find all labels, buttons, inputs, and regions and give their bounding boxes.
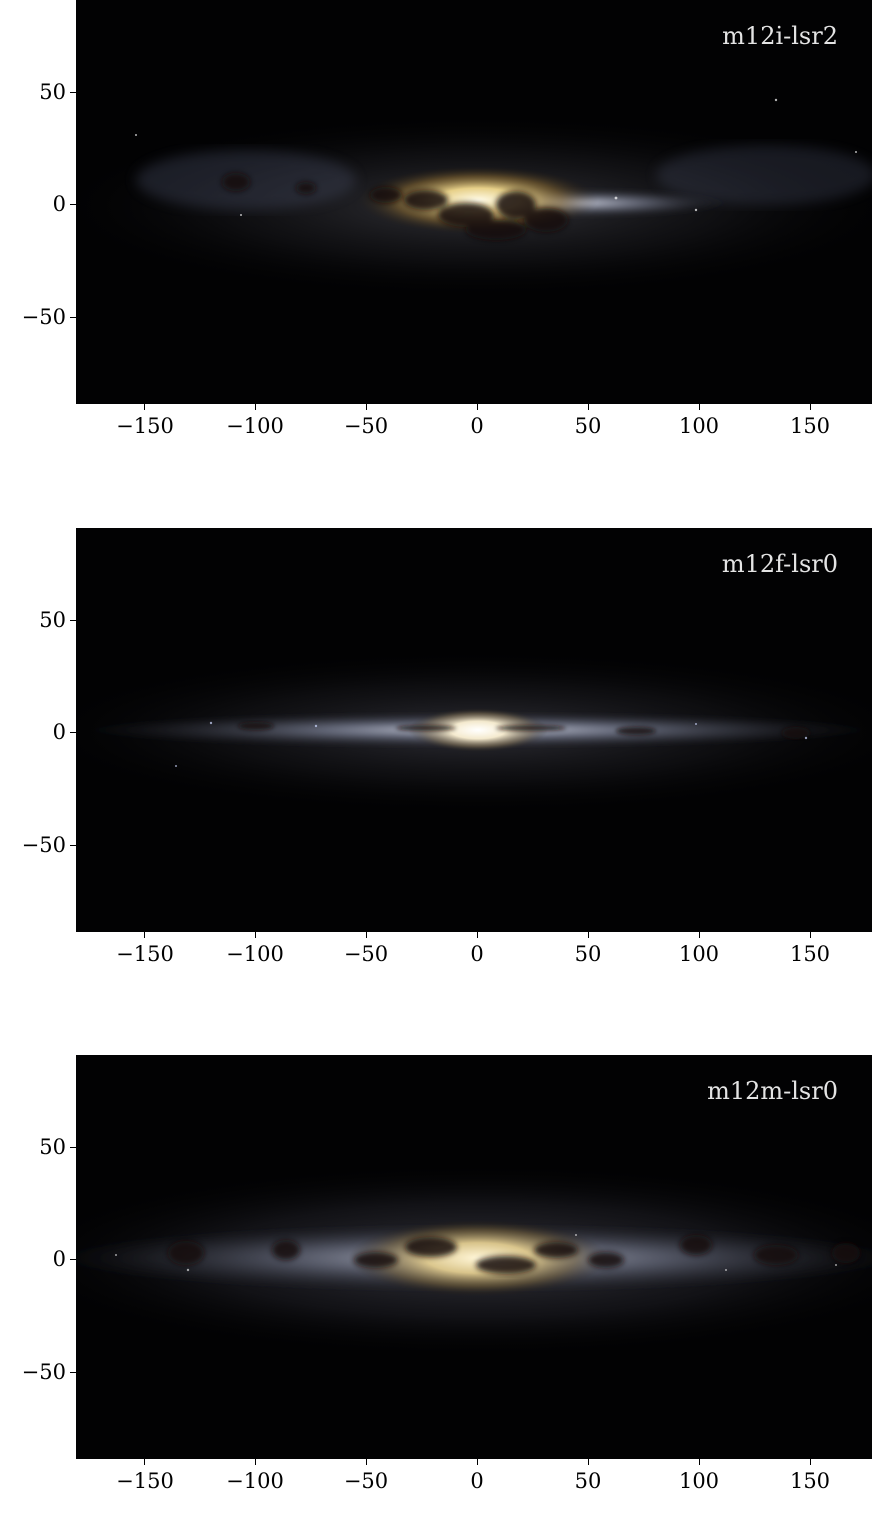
x-tick-label: 100 [678,1469,720,1493]
y-tick-mark [70,317,76,318]
x-tick-label: 0 [470,942,484,966]
y-tick-label: 0 [52,1247,66,1271]
sky-map-panel-1: m12i-lsr2 50 0 −50 −150 −100 −50 0 50 10… [0,0,872,460]
x-tick-label: −150 [116,414,174,438]
x-tick-mark [477,932,478,938]
x-tick-mark [477,404,478,410]
x-tick-label: 150 [789,1469,831,1493]
x-tick-mark [699,404,700,410]
x-tick-label: 150 [789,414,831,438]
x-tick-mark [255,404,256,410]
x-tick-mark [699,932,700,938]
y-tick-mark [70,1372,76,1373]
x-tick-mark [588,932,589,938]
sky-map-panel-2: m12f-lsr0 50 0 −50 −150 −100 −50 0 50 10… [0,528,872,988]
x-tick-mark [810,404,811,410]
y-tick-label: 0 [52,192,66,216]
y-tick-mark [70,92,76,93]
x-tick-mark [588,404,589,410]
x-tick-label: 0 [470,414,484,438]
y-tick-label: 50 [39,80,66,104]
x-tick-mark [144,404,145,410]
y-tick-label: 50 [39,608,66,632]
x-tick-label: 50 [574,414,602,438]
x-tick-mark [366,932,367,938]
x-tick-mark [477,1459,478,1465]
galaxy-render-1 [76,98,872,296]
x-tick-label: −150 [116,1469,174,1493]
x-tick-label: −100 [226,414,284,438]
x-tick-label: −150 [116,942,174,966]
x-tick-label: −50 [343,1469,389,1493]
x-tick-label: −50 [343,942,389,966]
y-tick-mark [70,845,76,846]
y-tick-label: 50 [39,1135,66,1159]
x-tick-mark [255,1459,256,1465]
y-tick-mark [70,1147,76,1148]
x-tick-mark [588,1459,589,1465]
y-tick-label: −50 [21,833,66,857]
x-tick-mark [255,932,256,938]
galaxy-render-2 [76,652,872,812]
x-tick-label: −100 [226,1469,284,1493]
x-tick-mark [366,404,367,410]
y-tick-mark [70,204,76,205]
sky-map-panel-3: m12m-lsr0 50 0 −50 −150 −100 −50 0 50 10… [0,1055,872,1515]
y-tick-mark [70,1259,76,1260]
galaxy-render-3 [76,1165,872,1355]
y-tick-mark [70,732,76,733]
y-tick-label: −50 [21,1360,66,1384]
x-tick-label: 100 [678,414,720,438]
x-tick-label: 100 [678,942,720,966]
sky-map-image-1: m12i-lsr2 [76,0,872,404]
x-tick-mark [144,1459,145,1465]
simulation-label-3: m12m-lsr0 [707,1077,838,1105]
simulation-label-1: m12i-lsr2 [722,22,838,50]
sky-map-image-2: m12f-lsr0 [76,528,872,932]
x-tick-label: 0 [470,1469,484,1493]
y-tick-label: −50 [21,305,66,329]
sky-map-image-3: m12m-lsr0 [76,1055,872,1459]
x-tick-label: 50 [574,1469,602,1493]
x-tick-mark [144,932,145,938]
y-tick-label: 0 [52,720,66,744]
y-tick-mark [70,620,76,621]
x-tick-mark [810,1459,811,1465]
x-tick-mark [366,1459,367,1465]
x-tick-mark [699,1459,700,1465]
x-tick-mark [810,932,811,938]
x-tick-label: −100 [226,942,284,966]
simulation-label-2: m12f-lsr0 [721,550,838,578]
x-tick-label: 50 [574,942,602,966]
x-tick-label: −50 [343,414,389,438]
x-tick-label: 150 [789,942,831,966]
